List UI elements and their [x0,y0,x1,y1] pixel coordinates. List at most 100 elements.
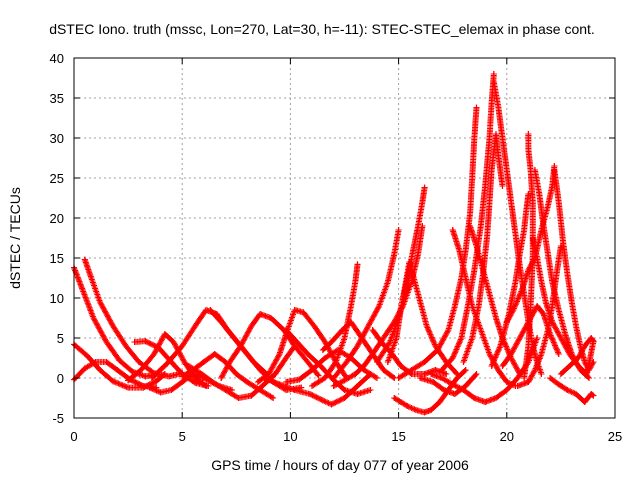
data-point [296,376,303,383]
data-point [235,395,242,401]
x-axis-label: GPS time / hours of day 077 of year 2006 [211,457,469,473]
series-arc-07 [148,307,270,381]
data-point [581,399,588,405]
series-arc-42 [417,371,480,397]
data-point [454,375,460,381]
x-tick-label: 0 [70,429,77,444]
data-point [222,359,229,365]
data-point [397,363,404,369]
data-point [419,199,426,205]
data-point [525,267,532,273]
data-point [218,319,225,325]
data-point [462,247,469,253]
y-tick-label: 40 [50,51,64,66]
data-point [291,387,298,393]
data-point [497,343,504,349]
y-tick-label: 20 [50,211,64,226]
data-point [555,199,562,205]
series-arc-10 [218,311,322,381]
data-point [488,363,495,369]
data-point [270,395,277,401]
data-point [341,395,348,401]
data-point [458,335,465,341]
series-arc-27 [490,79,545,377]
data-point [267,315,274,321]
x-tick-label: 5 [179,429,186,444]
data-point [557,243,564,249]
data-point [348,303,354,309]
data-point [518,287,525,293]
data-point [367,387,374,393]
data-point [441,387,447,393]
data-point [257,311,264,317]
data-point [391,251,398,257]
data-point [142,338,149,345]
data-point [486,351,493,357]
series-arc-01 [71,264,162,380]
data-point [146,384,153,391]
data-point [168,387,175,393]
data-point [516,251,523,257]
data-point [557,371,564,377]
data-point [166,373,173,380]
data-point [406,259,413,265]
data-point [449,381,456,388]
data-point [462,383,469,389]
y-axis-ticks: -5 0 5 10 15 20 25 30 35 40 [50,51,615,426]
data-point [97,367,103,373]
data-point [354,383,361,389]
series-arc-26 [438,71,497,373]
data-point [486,199,493,205]
data-point [538,227,545,233]
data-point [92,359,99,365]
series-arc-03 [71,341,168,391]
data-point [125,377,132,384]
data-point [456,247,463,253]
data-point [410,275,417,281]
data-point [291,343,298,349]
data-point [566,363,573,369]
data-point [397,307,404,313]
data-point [568,299,575,305]
data-point [114,367,121,373]
data-point [417,299,424,305]
data-point [257,367,264,373]
data-point [190,371,196,377]
y-tick-label: 30 [50,131,64,146]
data-point [462,275,469,281]
data-point [428,371,435,377]
data-point [473,371,480,377]
data-point [529,199,536,205]
data-point [471,267,478,273]
data-point [179,379,186,385]
data-point [590,338,597,345]
data-point [566,351,573,357]
data-point [283,327,290,333]
data-point [229,387,235,393]
data-point [254,379,261,385]
data-point [421,371,428,377]
data-point [200,359,207,365]
data-point [354,343,361,349]
data-point [365,323,372,329]
data-point [84,352,90,359]
data-point [417,375,424,381]
y-axis-label: dSTEC / TECUs [7,187,23,289]
data-point [348,319,354,325]
data-point [397,399,404,405]
data-point [276,351,283,357]
data-point [549,319,556,325]
data-point [480,267,486,273]
data-point [81,365,88,372]
data-point [423,323,430,329]
data-point [495,103,502,109]
data-point [131,339,138,345]
data-point [443,371,450,377]
data-point [482,399,489,405]
y-tick-label: 15 [50,251,64,266]
data-point [311,323,318,329]
data-point [332,359,339,365]
data-point [110,323,116,329]
data-point [477,327,484,333]
